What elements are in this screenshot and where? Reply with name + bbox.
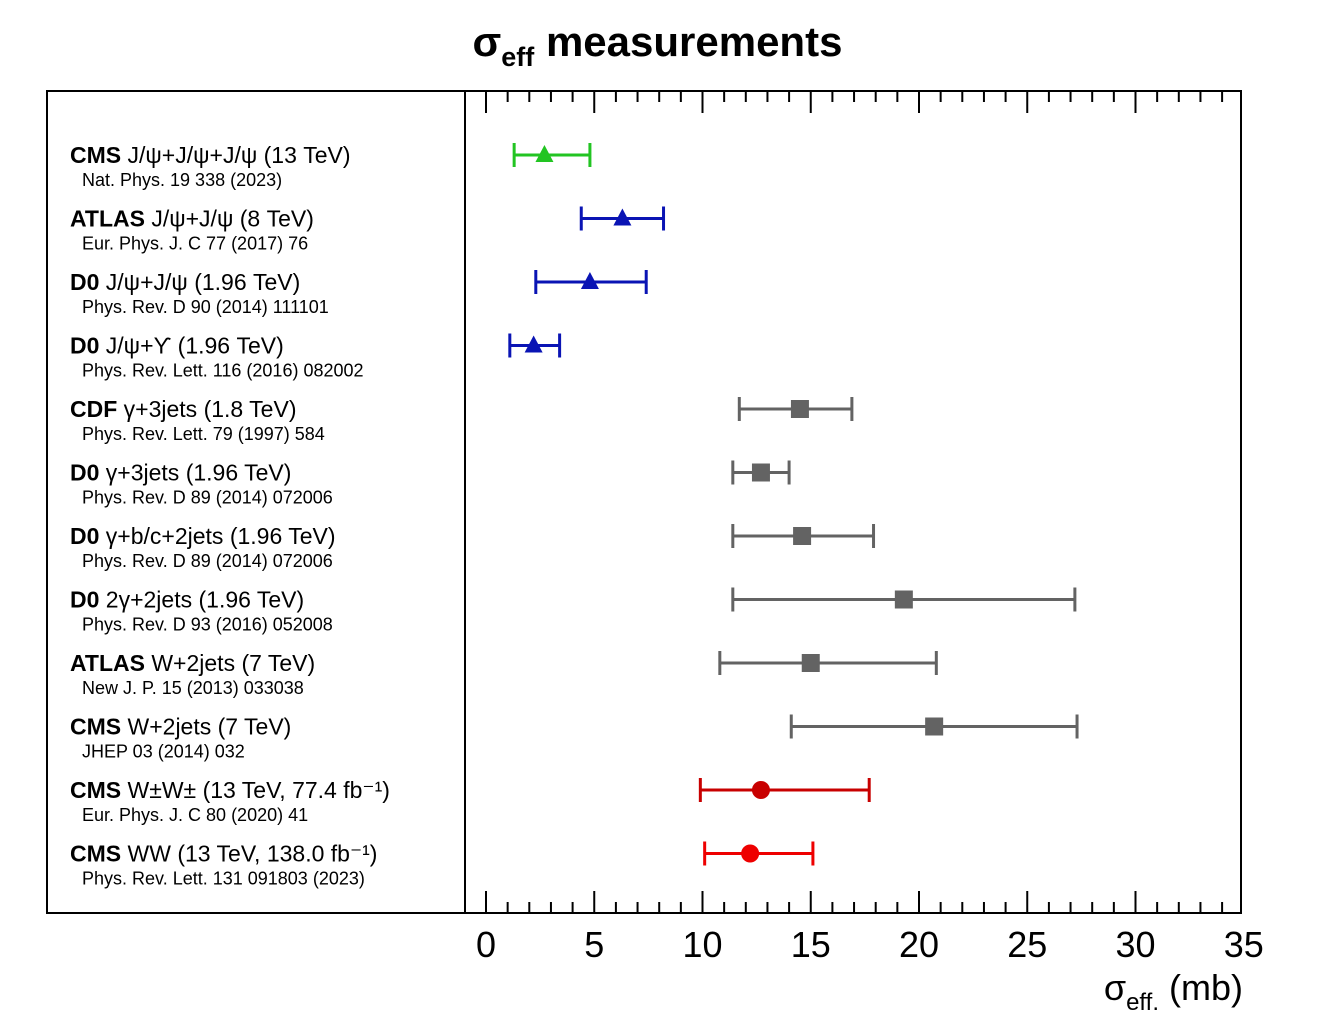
square-marker: [751, 463, 770, 482]
entry-label: CDF γ+3jets (1.8 TeV): [70, 396, 296, 422]
entry-label: D0 γ+b/c+2jets (1.96 TeV): [70, 523, 336, 549]
data-point: [703, 841, 815, 866]
x-tick-label: 15: [791, 924, 831, 965]
x-axis-label-unit: (mb): [1159, 967, 1243, 1008]
data-point: [789, 714, 1079, 739]
entry-label: D0 J/ψ+J/ψ (1.96 TeV): [70, 269, 300, 295]
entry-process: W+2jets (7 TeV): [145, 650, 315, 676]
entry-process: γ+3jets (1.96 TeV): [99, 460, 291, 486]
entry-process: W±W± (13 TeV, 77.4 fb⁻¹): [121, 777, 390, 803]
data-point: [534, 270, 648, 294]
data-point: [698, 778, 871, 802]
entry-experiment: D0: [70, 333, 99, 359]
entry-label: CMS W±W± (13 TeV, 77.4 fb⁻¹): [70, 777, 390, 803]
entry-process: W+2jets (7 TeV): [121, 714, 291, 740]
title-subscript: eff: [501, 42, 535, 72]
entry-label: ATLAS W+2jets (7 TeV): [70, 650, 315, 676]
entry-reference: JHEP 03 (2014) 032: [82, 742, 245, 762]
data-marks: [508, 143, 1079, 866]
triangle-marker: [535, 145, 554, 162]
entry-label: D0 2γ+2jets (1.96 TeV): [70, 587, 304, 613]
data-point: [718, 651, 938, 675]
triangle-marker: [524, 335, 543, 353]
entry-process: γ+b/c+2jets (1.96 TeV): [99, 523, 335, 549]
x-tick-label: 30: [1115, 924, 1155, 965]
entry-reference: Phys. Rev. Lett. 79 (1997) 584: [82, 424, 325, 444]
data-point: [512, 143, 592, 167]
entry-reference: Phys. Rev. D 93 (2016) 052008: [82, 615, 333, 635]
entry-process: J/ψ+J/ψ (8 TeV): [145, 206, 314, 232]
chart-title: σeff measurements: [0, 18, 1315, 73]
entry-experiment: ATLAS: [70, 650, 145, 676]
entry-reference: Phys. Rev. D 90 (2014) 111101: [82, 297, 329, 317]
entry-reference: Phys. Rev. D 89 (2014) 072006: [82, 488, 333, 508]
triangle-marker: [613, 208, 632, 226]
title-symbol: σ: [472, 18, 502, 65]
chart-frame: [46, 90, 1242, 914]
data-point: [731, 587, 1077, 612]
entry-label: CMS W+2jets (7 TeV): [70, 714, 291, 740]
square-marker: [925, 717, 944, 736]
entry-label: CMS J/ψ+J/ψ+J/ψ (13 TeV): [70, 142, 351, 168]
entry-reference: Phys. Rev. D 89 (2014) 072006: [82, 551, 333, 571]
x-axis-ticks: 0 5 10 15 20 25 30 35: [476, 91, 1264, 965]
entry-experiment: D0: [70, 587, 99, 613]
entry-experiment: CMS: [70, 841, 121, 867]
x-tick-label: 10: [682, 924, 722, 965]
entry-reference: Phys. Rev. Lett. 131 091803 (2023): [82, 869, 365, 889]
x-tick-label: 20: [899, 924, 939, 965]
title-text: measurements: [534, 18, 843, 65]
triangle-marker: [580, 272, 599, 289]
entry-experiment: D0: [70, 460, 99, 486]
entry-process: WW (13 TeV, 138.0 fb⁻¹): [121, 841, 377, 867]
square-marker: [894, 590, 913, 609]
entry-process: J/ψ+ϒ (1.96 TeV): [99, 333, 283, 359]
x-axis-label-subscript: eff.: [1126, 989, 1159, 1016]
entry-label: CMS WW (13 TeV, 138.0 fb⁻¹): [70, 841, 377, 867]
entry-process: J/ψ+J/ψ (1.96 TeV): [99, 269, 300, 295]
entry-process: γ+3jets (1.8 TeV): [117, 396, 296, 422]
data-point: [579, 206, 666, 231]
data-point: [731, 460, 791, 485]
x-axis-label: σeff. (mb): [1104, 967, 1243, 1016]
entry-label: ATLAS J/ψ+J/ψ (8 TeV): [70, 206, 314, 232]
entry-reference: Nat. Phys. 19 338 (2023): [82, 170, 282, 190]
entry-experiment: CMS: [70, 142, 121, 168]
entry-labels: CMS J/ψ+J/ψ+J/ψ (13 TeV)Nat. Phys. 19 33…: [70, 142, 390, 889]
entry-experiment: CDF: [70, 396, 117, 422]
entry-label: D0 J/ψ+ϒ (1.96 TeV): [70, 333, 284, 359]
entry-reference: Eur. Phys. J. C 77 (2017) 76: [82, 234, 308, 254]
circle-marker: [741, 844, 760, 863]
entry-label: D0 γ+3jets (1.96 TeV): [70, 460, 291, 486]
x-tick-label: 25: [1007, 924, 1047, 965]
circle-marker: [751, 781, 770, 799]
x-tick-label: 0: [476, 924, 496, 965]
square-marker: [793, 527, 812, 545]
x-tick-label: 5: [584, 924, 604, 965]
x-tick-label: 35: [1224, 924, 1264, 965]
square-marker: [801, 654, 820, 672]
data-point: [731, 524, 876, 548]
entry-experiment: D0: [70, 269, 99, 295]
entry-reference: Phys. Rev. Lett. 116 (2016) 082002: [82, 361, 364, 381]
entry-experiment: D0: [70, 523, 99, 549]
x-axis-label-symbol: σ: [1104, 967, 1126, 1008]
entry-experiment: CMS: [70, 777, 121, 803]
entry-experiment: ATLAS: [70, 206, 145, 232]
entry-experiment: CMS: [70, 714, 121, 740]
square-marker: [790, 400, 809, 418]
entry-process: 2γ+2jets (1.96 TeV): [99, 587, 304, 613]
entry-reference: New J. P. 15 (2013) 033038: [82, 678, 304, 698]
entry-reference: Eur. Phys. J. C 80 (2020) 41: [82, 805, 308, 825]
data-point: [737, 397, 854, 421]
entry-process: J/ψ+J/ψ+J/ψ (13 TeV): [121, 142, 350, 168]
data-point: [508, 333, 562, 358]
